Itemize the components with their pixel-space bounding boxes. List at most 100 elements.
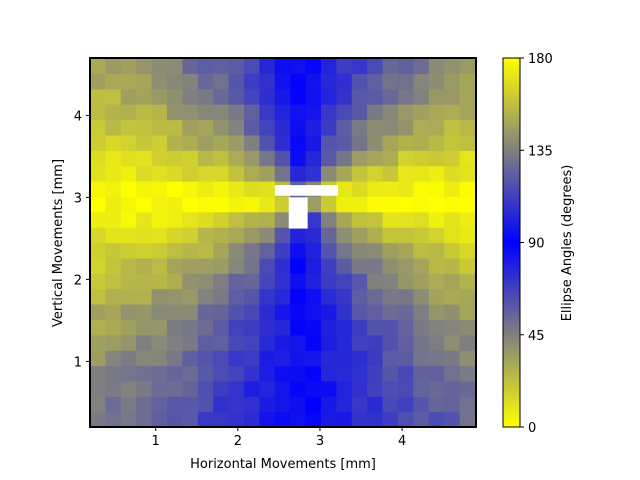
masked-cell xyxy=(274,185,339,196)
heatmap-cell xyxy=(320,73,337,90)
heatmap-cell xyxy=(336,134,353,151)
heatmap-cell xyxy=(151,134,168,151)
heatmap-cell xyxy=(228,88,245,105)
x-tick-label: 3 xyxy=(316,434,324,449)
heatmap-cell xyxy=(151,334,168,351)
heatmap-cell xyxy=(336,334,353,351)
heatmap-cell xyxy=(136,196,153,213)
heatmap-cell xyxy=(120,211,137,228)
heatmap-cell xyxy=(197,88,214,105)
heatmap-cell xyxy=(243,257,260,274)
heatmap-cell xyxy=(197,73,214,90)
heatmap-cell xyxy=(166,227,183,244)
heatmap-cell xyxy=(90,119,106,136)
heatmap-cell xyxy=(336,88,353,105)
heatmap-cell xyxy=(243,196,260,213)
heatmap-cell xyxy=(305,242,322,259)
heatmap-cell xyxy=(151,396,168,413)
heatmap-cell xyxy=(259,380,276,397)
heatmap-cell xyxy=(305,165,322,182)
heatmap-cell xyxy=(197,58,214,74)
heatmap-cell xyxy=(120,365,137,382)
heatmap-cell xyxy=(397,288,414,305)
heatmap-cell xyxy=(182,396,199,413)
heatmap-cell xyxy=(305,319,322,336)
heatmap-cell xyxy=(274,319,291,336)
heatmap-cell xyxy=(351,380,368,397)
heatmap-cell xyxy=(120,350,137,367)
heatmap-cell xyxy=(351,334,368,351)
heatmap-cell xyxy=(136,242,153,259)
heatmap-cell xyxy=(367,288,384,305)
heatmap-cell xyxy=(274,350,291,367)
heatmap-cell xyxy=(305,134,322,151)
heatmap-cell xyxy=(243,411,260,428)
heatmap-cell xyxy=(274,304,291,320)
heatmap-cell xyxy=(120,334,137,351)
heatmap-cell xyxy=(243,334,260,351)
heatmap-cell xyxy=(243,58,260,74)
heatmap-cell xyxy=(90,411,106,428)
heatmap-cell xyxy=(413,150,430,167)
heatmap-cell xyxy=(90,396,106,413)
colorbar xyxy=(502,57,521,428)
heatmap-cell xyxy=(351,227,368,244)
heatmap-cell xyxy=(397,73,414,90)
heatmap-cell xyxy=(136,350,153,367)
heatmap-cell xyxy=(320,350,337,367)
heatmap-cell xyxy=(151,242,168,259)
heatmap-cell xyxy=(259,304,276,320)
heatmap-cell xyxy=(259,196,276,213)
heatmap-cell xyxy=(367,196,384,213)
heatmap-cell xyxy=(397,365,414,382)
heatmap-cell xyxy=(197,165,214,182)
heatmap-cell xyxy=(428,150,445,167)
heatmap-cell xyxy=(459,242,476,259)
heatmap-cell xyxy=(182,73,199,90)
heatmap-cell xyxy=(413,257,430,274)
heatmap-cell xyxy=(182,88,199,105)
heatmap-cell xyxy=(228,73,245,90)
heatmap-cell xyxy=(182,319,199,336)
heatmap-cell xyxy=(259,181,276,197)
heatmap-cell xyxy=(259,319,276,336)
heatmap-cell xyxy=(397,350,414,367)
heatmap-cell xyxy=(151,319,168,336)
heatmap-cell xyxy=(136,273,153,290)
heatmap-cell xyxy=(259,88,276,105)
heatmap-cell xyxy=(151,196,168,213)
heatmap-cell xyxy=(367,396,384,413)
heatmap-cell xyxy=(182,334,199,351)
heatmap-cell xyxy=(290,365,307,382)
heatmap-cell xyxy=(290,242,307,259)
heatmap-cell xyxy=(444,288,461,305)
heatmap-cell xyxy=(336,304,353,320)
heatmap-cell xyxy=(382,380,399,397)
heatmap-cell xyxy=(382,227,399,244)
heatmap-cell xyxy=(136,119,153,136)
heatmap-cell xyxy=(290,165,307,182)
heatmap-cell xyxy=(274,58,291,74)
heatmap-cell xyxy=(351,73,368,90)
heatmap-cell xyxy=(274,165,291,182)
heatmap-cell xyxy=(382,334,399,351)
heatmap-cell xyxy=(151,150,168,167)
heatmap-cell xyxy=(120,319,137,336)
heatmap-cell xyxy=(459,319,476,336)
heatmap-cell xyxy=(243,273,260,290)
heatmap-cell xyxy=(105,134,122,151)
heatmap-cell xyxy=(320,334,337,351)
heatmap-cell xyxy=(413,380,430,397)
heatmap-cell xyxy=(428,104,445,121)
heatmap-cell xyxy=(397,257,414,274)
heatmap-cell xyxy=(259,257,276,274)
heatmap-cell xyxy=(305,227,322,244)
heatmap-cell xyxy=(305,73,322,90)
heatmap-cell xyxy=(382,319,399,336)
heatmap-cell xyxy=(428,350,445,367)
heatmap-cell xyxy=(274,288,291,305)
heatmap-cell xyxy=(151,380,168,397)
heatmap-cell xyxy=(166,319,183,336)
heatmap-cell xyxy=(151,58,168,74)
